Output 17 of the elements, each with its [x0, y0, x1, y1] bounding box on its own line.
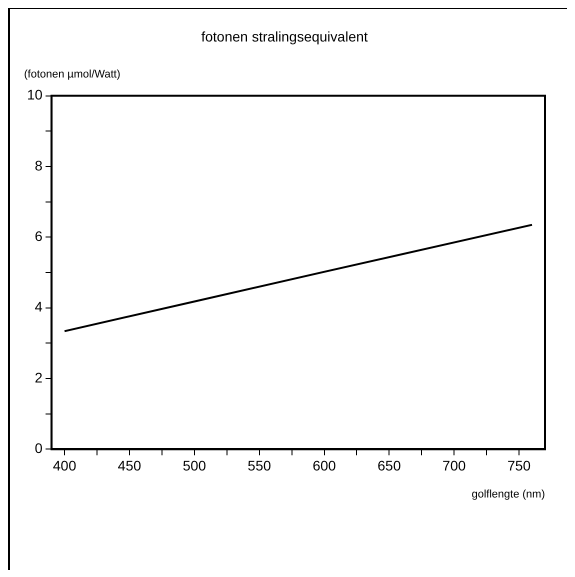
- x-tick-label: 650: [378, 457, 402, 474]
- x-tick-label: 450: [118, 457, 142, 474]
- x-tick-label: 400: [52, 457, 76, 474]
- x-tick-label: 700: [442, 457, 466, 474]
- y-axis-title: (fotonen µmol/Watt): [24, 68, 120, 80]
- y-tick-label: 0: [34, 440, 43, 456]
- y-tick-label: 4: [34, 298, 43, 315]
- y-tick-label: 8: [34, 157, 43, 174]
- x-tick-label: 550: [248, 457, 272, 474]
- x-axis-title: golflengte (nm): [472, 488, 545, 501]
- x-tick-label: 600: [312, 457, 336, 474]
- y-tick-label: 2: [34, 369, 43, 386]
- x-tick-label: 750: [507, 457, 531, 474]
- y-tick-label: 6: [34, 228, 43, 244]
- chart-title: fotonen stralingsequivalent: [201, 28, 368, 44]
- y-tick-label: 10: [26, 86, 43, 103]
- x-tick-label: 500: [182, 457, 206, 474]
